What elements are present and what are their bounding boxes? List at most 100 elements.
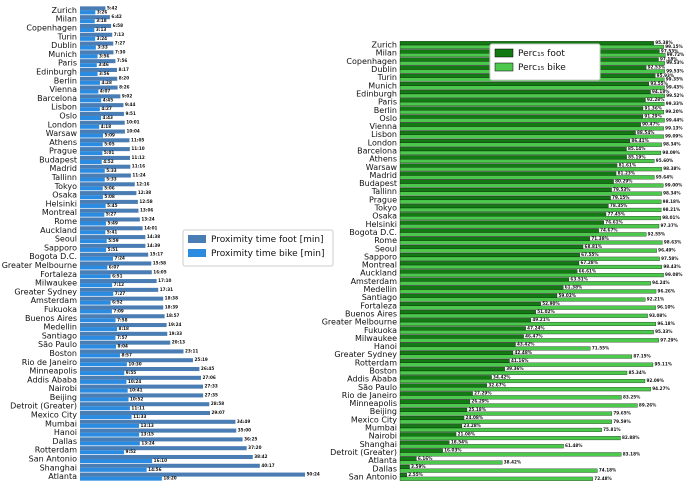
value-label: 4:43 <box>103 115 114 120</box>
value-label: 94.27% <box>652 386 670 391</box>
value-label: 95.93% <box>657 73 675 78</box>
bar <box>399 318 532 323</box>
y-tick-label: Warsaw <box>46 129 78 138</box>
bar <box>80 107 100 112</box>
bar <box>399 244 584 249</box>
bar <box>399 473 407 478</box>
bar <box>80 142 103 147</box>
value-label: 11:10 <box>131 146 144 151</box>
value-label: 36:25 <box>244 436 257 441</box>
bar <box>399 391 473 396</box>
value-label: 4:28 <box>101 80 112 85</box>
value-label: 8:04 <box>118 344 129 349</box>
y-tick-label: Mumbai <box>45 419 77 428</box>
bar <box>399 313 648 318</box>
y-tick-label: Montreal <box>42 208 77 217</box>
bar <box>80 199 138 204</box>
value-label: 14:38 <box>147 234 160 239</box>
y-tick-label: Montreal <box>362 261 397 270</box>
bar <box>399 342 516 347</box>
bar <box>80 76 118 81</box>
bar <box>80 419 236 424</box>
bar <box>80 344 117 349</box>
y-tick-label: Warsaw <box>366 163 398 172</box>
y-tick-label: Lisbon <box>371 130 397 139</box>
value-label: 99.13% <box>665 125 683 130</box>
y-tick-label: Dallas <box>372 464 397 473</box>
bar <box>80 367 200 372</box>
bar <box>80 375 201 380</box>
bar <box>80 221 106 226</box>
y-tick-label: Zurich <box>371 41 397 50</box>
y-tick-label: Greater Melbourne <box>322 318 397 327</box>
bar <box>399 207 662 212</box>
y-tick-label: São Paulo <box>38 340 77 349</box>
value-label: 80.29% <box>615 179 633 184</box>
value-label: 86.41% <box>631 138 649 143</box>
bar <box>80 327 118 332</box>
value-label: 92.09% <box>646 378 664 383</box>
bar <box>399 334 524 339</box>
value-label: 8:57 <box>121 352 132 357</box>
y-tick-label: Lisbon <box>51 103 77 112</box>
bar <box>80 428 237 433</box>
value-label: 7:13 <box>114 32 125 37</box>
value-label: 18:20 <box>163 476 176 481</box>
y-tick-label: Rio de Janeiro <box>342 391 397 400</box>
value-label: 27:33 <box>204 384 217 389</box>
value-label: 11:33 <box>133 414 146 419</box>
bar <box>80 32 113 37</box>
y-tick-label: Amsterdam <box>31 296 78 305</box>
value-label: 61.38% <box>565 285 583 290</box>
legend-box <box>489 43 601 81</box>
bar <box>399 399 471 404</box>
bar <box>80 384 203 389</box>
bar <box>399 248 657 253</box>
bar <box>399 138 631 144</box>
value-label: 11:24 <box>132 173 145 178</box>
bar <box>399 158 655 164</box>
value-label: 13:24 <box>141 440 154 445</box>
bar <box>80 155 130 160</box>
bar <box>80 23 112 28</box>
bar <box>80 27 95 33</box>
bar <box>80 349 184 354</box>
value-label: 12:58 <box>139 199 152 204</box>
bar <box>80 203 106 208</box>
value-label: 13:06 <box>140 208 153 213</box>
value-label: 17:31 <box>160 287 173 292</box>
value-label: 21.08% <box>458 431 476 436</box>
y-tick-label: Prague <box>49 147 77 156</box>
y-tick-label: Amsterdam <box>351 277 398 286</box>
value-label: 5:01 <box>104 150 115 155</box>
y-tick-label: Vienna <box>50 85 78 94</box>
value-label: 99.00% <box>665 182 683 187</box>
bar <box>80 340 171 345</box>
value-label: 72.48% <box>594 476 612 481</box>
bar <box>399 122 641 127</box>
value-label: 10:52 <box>130 396 143 401</box>
bar <box>399 289 657 294</box>
bar <box>399 424 463 429</box>
value-label: 95.33% <box>655 329 673 334</box>
bar <box>80 256 114 261</box>
value-label: 87.15% <box>633 354 651 359</box>
bar <box>399 321 656 327</box>
bar <box>80 98 102 103</box>
bar <box>399 114 643 119</box>
value-label: 42.48% <box>514 350 532 355</box>
bar <box>80 247 107 252</box>
value-label: 5:49 <box>107 221 118 226</box>
bar <box>80 71 98 77</box>
legend-label: Proximity time bike [min] <box>211 249 325 259</box>
value-label: 18:38 <box>165 296 178 301</box>
y-tick-label: Budapest <box>359 179 397 188</box>
bar <box>80 50 114 55</box>
bar <box>80 279 157 284</box>
value-label: 98.34% <box>663 142 681 147</box>
y-tick-label: Madrid <box>370 171 397 180</box>
value-label: 5:27 <box>106 212 117 217</box>
y-tick-label: Greater Sydney <box>334 350 397 359</box>
value-label: 32.67% <box>488 382 506 387</box>
y-tick-label: Copenhagen <box>346 57 397 66</box>
